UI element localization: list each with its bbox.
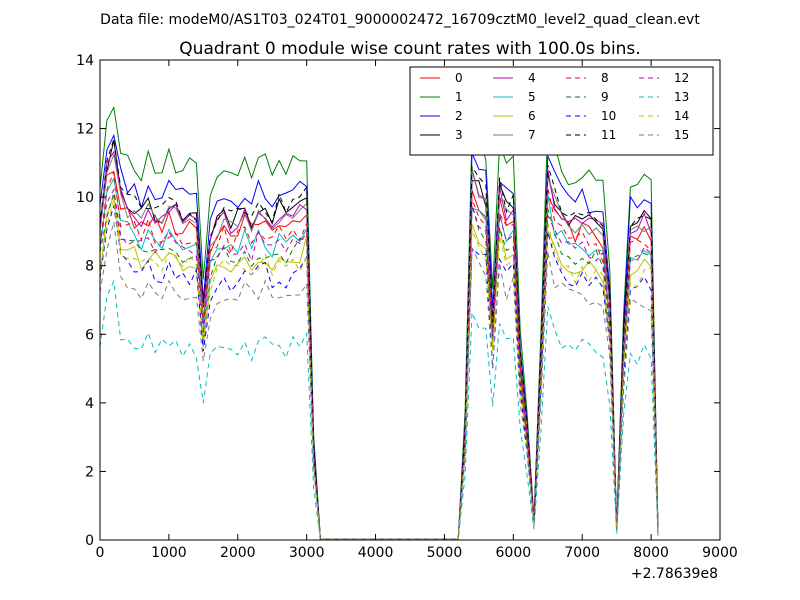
legend-label-8: 8 (601, 71, 609, 85)
series-line-8 (99, 171, 659, 540)
x-tick-label: 3000 (289, 545, 325, 561)
legend-label-3: 3 (455, 128, 463, 142)
x-tick-label: 7000 (564, 545, 600, 561)
x-tick-label: 0 (96, 545, 105, 561)
legend-label-7: 7 (528, 128, 536, 142)
legend-label-13: 13 (674, 90, 689, 104)
legend-label-12: 12 (674, 71, 689, 85)
y-tick-label: 0 (85, 533, 94, 549)
y-tick-label: 12 (76, 122, 94, 138)
chart-title: Quadrant 0 module wise count rates with … (179, 39, 640, 59)
legend-label-4: 4 (528, 71, 536, 85)
x-tick-label: 8000 (633, 545, 669, 561)
x-tick-label: 9000 (702, 545, 738, 561)
legend-label-5: 5 (528, 90, 536, 104)
y-tick-label: 8 (85, 259, 94, 275)
x-tick-label: 6000 (496, 545, 532, 561)
series-line-14 (99, 200, 659, 540)
legend-box (409, 66, 714, 156)
legend-label-14: 14 (674, 109, 689, 123)
x-axis-offset-label: +2.78639e8 (631, 566, 718, 582)
figure-suptitle: Data file: modeM0/AS1T03_024T01_90000024… (100, 12, 700, 28)
y-tick-label: 4 (85, 396, 94, 412)
legend-label-1: 1 (455, 90, 463, 104)
y-tick-label: 14 (76, 53, 94, 69)
series-line-15 (99, 221, 659, 540)
legend-label-10: 10 (601, 109, 616, 123)
x-tick-label: 1000 (151, 545, 187, 561)
legend-label-11: 11 (601, 128, 616, 142)
y-tick-label: 2 (85, 464, 94, 480)
legend-label-15: 15 (674, 128, 689, 142)
y-tick-label: 10 (76, 190, 94, 206)
legend-label-6: 6 (528, 109, 536, 123)
x-tick-label: 2000 (220, 545, 256, 561)
series-layer (99, 105, 659, 540)
x-axis-ticks: 0 1000 2000 3000 4000 5000 6000 7000 8000 9000 (96, 60, 738, 561)
plot-frame (99, 59, 721, 541)
legend-label-2: 2 (455, 109, 463, 123)
y-tick-label: 6 (85, 327, 94, 343)
x-tick-label: 4000 (358, 545, 394, 561)
series-line-13 (99, 279, 659, 540)
x-tick-label: 5000 (427, 545, 463, 561)
legend-label-0: 0 (455, 71, 463, 85)
legend-label-9: 9 (601, 90, 609, 104)
